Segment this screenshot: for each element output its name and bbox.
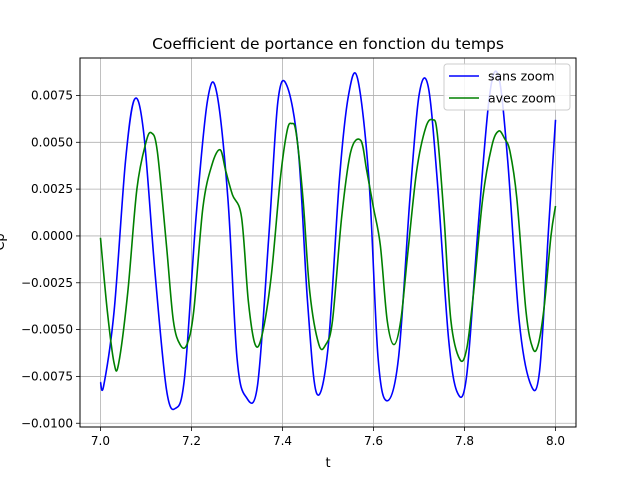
y-tick-label: 0.0075: [31, 88, 73, 102]
plot-frame: [79, 57, 577, 428]
y-tick-label: −0.0075: [21, 369, 73, 383]
legend: sans zoom avec zoom: [443, 63, 571, 111]
y-tick-label: −0.0050: [21, 323, 73, 337]
y-axis: −0.0100 −0.0075 −0.0050 −0.0025 0.0000 0.0025…: [21, 88, 80, 430]
x-tick-label: 7.2: [182, 434, 201, 448]
y-tick-label: 0.0000: [31, 229, 73, 243]
y-tick-label: −0.0100: [21, 416, 73, 430]
legend-label-sans-zoom: sans zoom: [488, 69, 555, 84]
x-tick-label: 7.6: [364, 434, 383, 448]
x-tick-label: 7.4: [273, 434, 292, 448]
x-axis-label: t: [325, 456, 330, 471]
y-tick-label: −0.0025: [21, 276, 73, 290]
y-tick-label: 0.0050: [31, 135, 73, 149]
plot-series: [99, 70, 557, 411]
x-tick-label: 7.8: [455, 434, 474, 448]
series-line-sans-zoom: [99, 70, 557, 411]
x-tick-label: 7.0: [91, 434, 110, 448]
grid: [80, 58, 576, 427]
y-tick-label: 0.0025: [31, 182, 73, 196]
x-axis: 7.0 7.2 7.4 7.6 7.8 8.0: [91, 427, 565, 448]
legend-label-avec-zoom: avec zoom: [488, 91, 556, 106]
chart-title: Coefficient de portance en fonction du t…: [152, 35, 504, 53]
y-axis-label: Cp: [0, 233, 8, 250]
x-tick-label: 8.0: [546, 434, 565, 448]
series-line-avec-zoom: [99, 118, 557, 372]
